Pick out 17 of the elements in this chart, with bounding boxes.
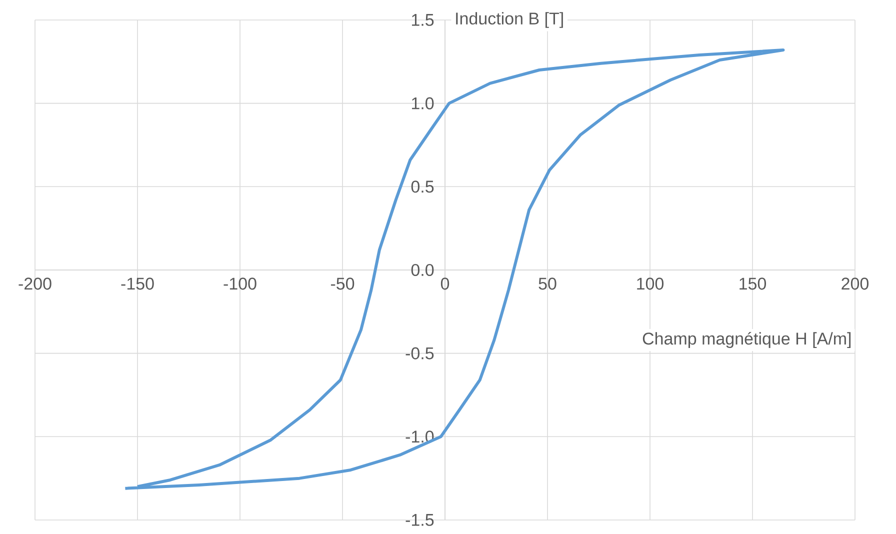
y-axis-title: Induction B [T]: [456, 12, 563, 28]
x-tick-label: -50: [330, 278, 354, 290]
x-tick-label: 200: [842, 278, 869, 290]
y-tick-label: -1.5: [406, 514, 434, 526]
y-tick-label: 1.0: [412, 97, 434, 110]
x-axis-title: Champ magnétique H [A/m]: [642, 332, 851, 348]
x-tick-label: -200: [18, 278, 52, 290]
x-tick-label: -100: [224, 278, 256, 290]
y-tick-label: 0.0: [411, 264, 434, 276]
y-tick-label: -0.5: [406, 347, 434, 360]
x-tick-label: -150: [121, 278, 154, 290]
x-tick-label: 50: [538, 278, 556, 290]
x-tick-label: 0: [440, 278, 450, 290]
x-tick-label: 100: [637, 278, 664, 290]
y-tick-label: 1.5: [412, 14, 434, 26]
x-tick-label: 150: [740, 278, 766, 290]
y-tick-label: 0.5: [411, 180, 434, 193]
